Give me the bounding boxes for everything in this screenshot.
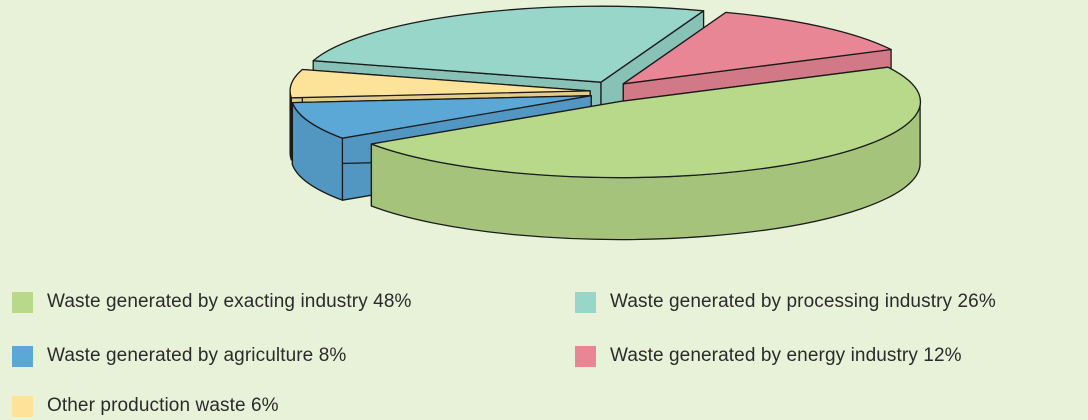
pie-chart-svg [289,5,922,241]
legend-label-processing-industry: Waste generated by processing industry 2… [610,291,996,312]
legend-item-energy-industry: Waste generated by energy industry 12% [575,342,962,370]
legend-item-exacting-industry: Waste generated by exacting industry 48% [12,288,412,316]
legend-swatch-agriculture [12,345,33,367]
legend-swatch-other-production-waste [12,395,33,417]
legend-swatch-processing-industry [575,291,596,313]
legend-swatch-energy-industry [575,345,596,367]
legend-swatch-exacting-industry [12,291,33,313]
legend-label-exacting-industry: Waste generated by exacting industry 48% [47,291,412,312]
legend: Waste generated by exacting industry 48%… [0,282,1088,417]
pie-chart [289,5,922,241]
legend-label-energy-industry: Waste generated by energy industry 12% [610,345,962,366]
legend-label-agriculture: Waste generated by agriculture 8% [47,345,347,366]
legend-item-other-production-waste: Other production waste 6% [12,392,279,420]
legend-item-agriculture: Waste generated by agriculture 8% [12,342,346,370]
pie-slice-0 [370,66,922,241]
legend-item-processing-industry: Waste generated by processing industry 2… [575,288,996,316]
legend-label-other-production-waste: Other production waste 6% [47,395,279,416]
